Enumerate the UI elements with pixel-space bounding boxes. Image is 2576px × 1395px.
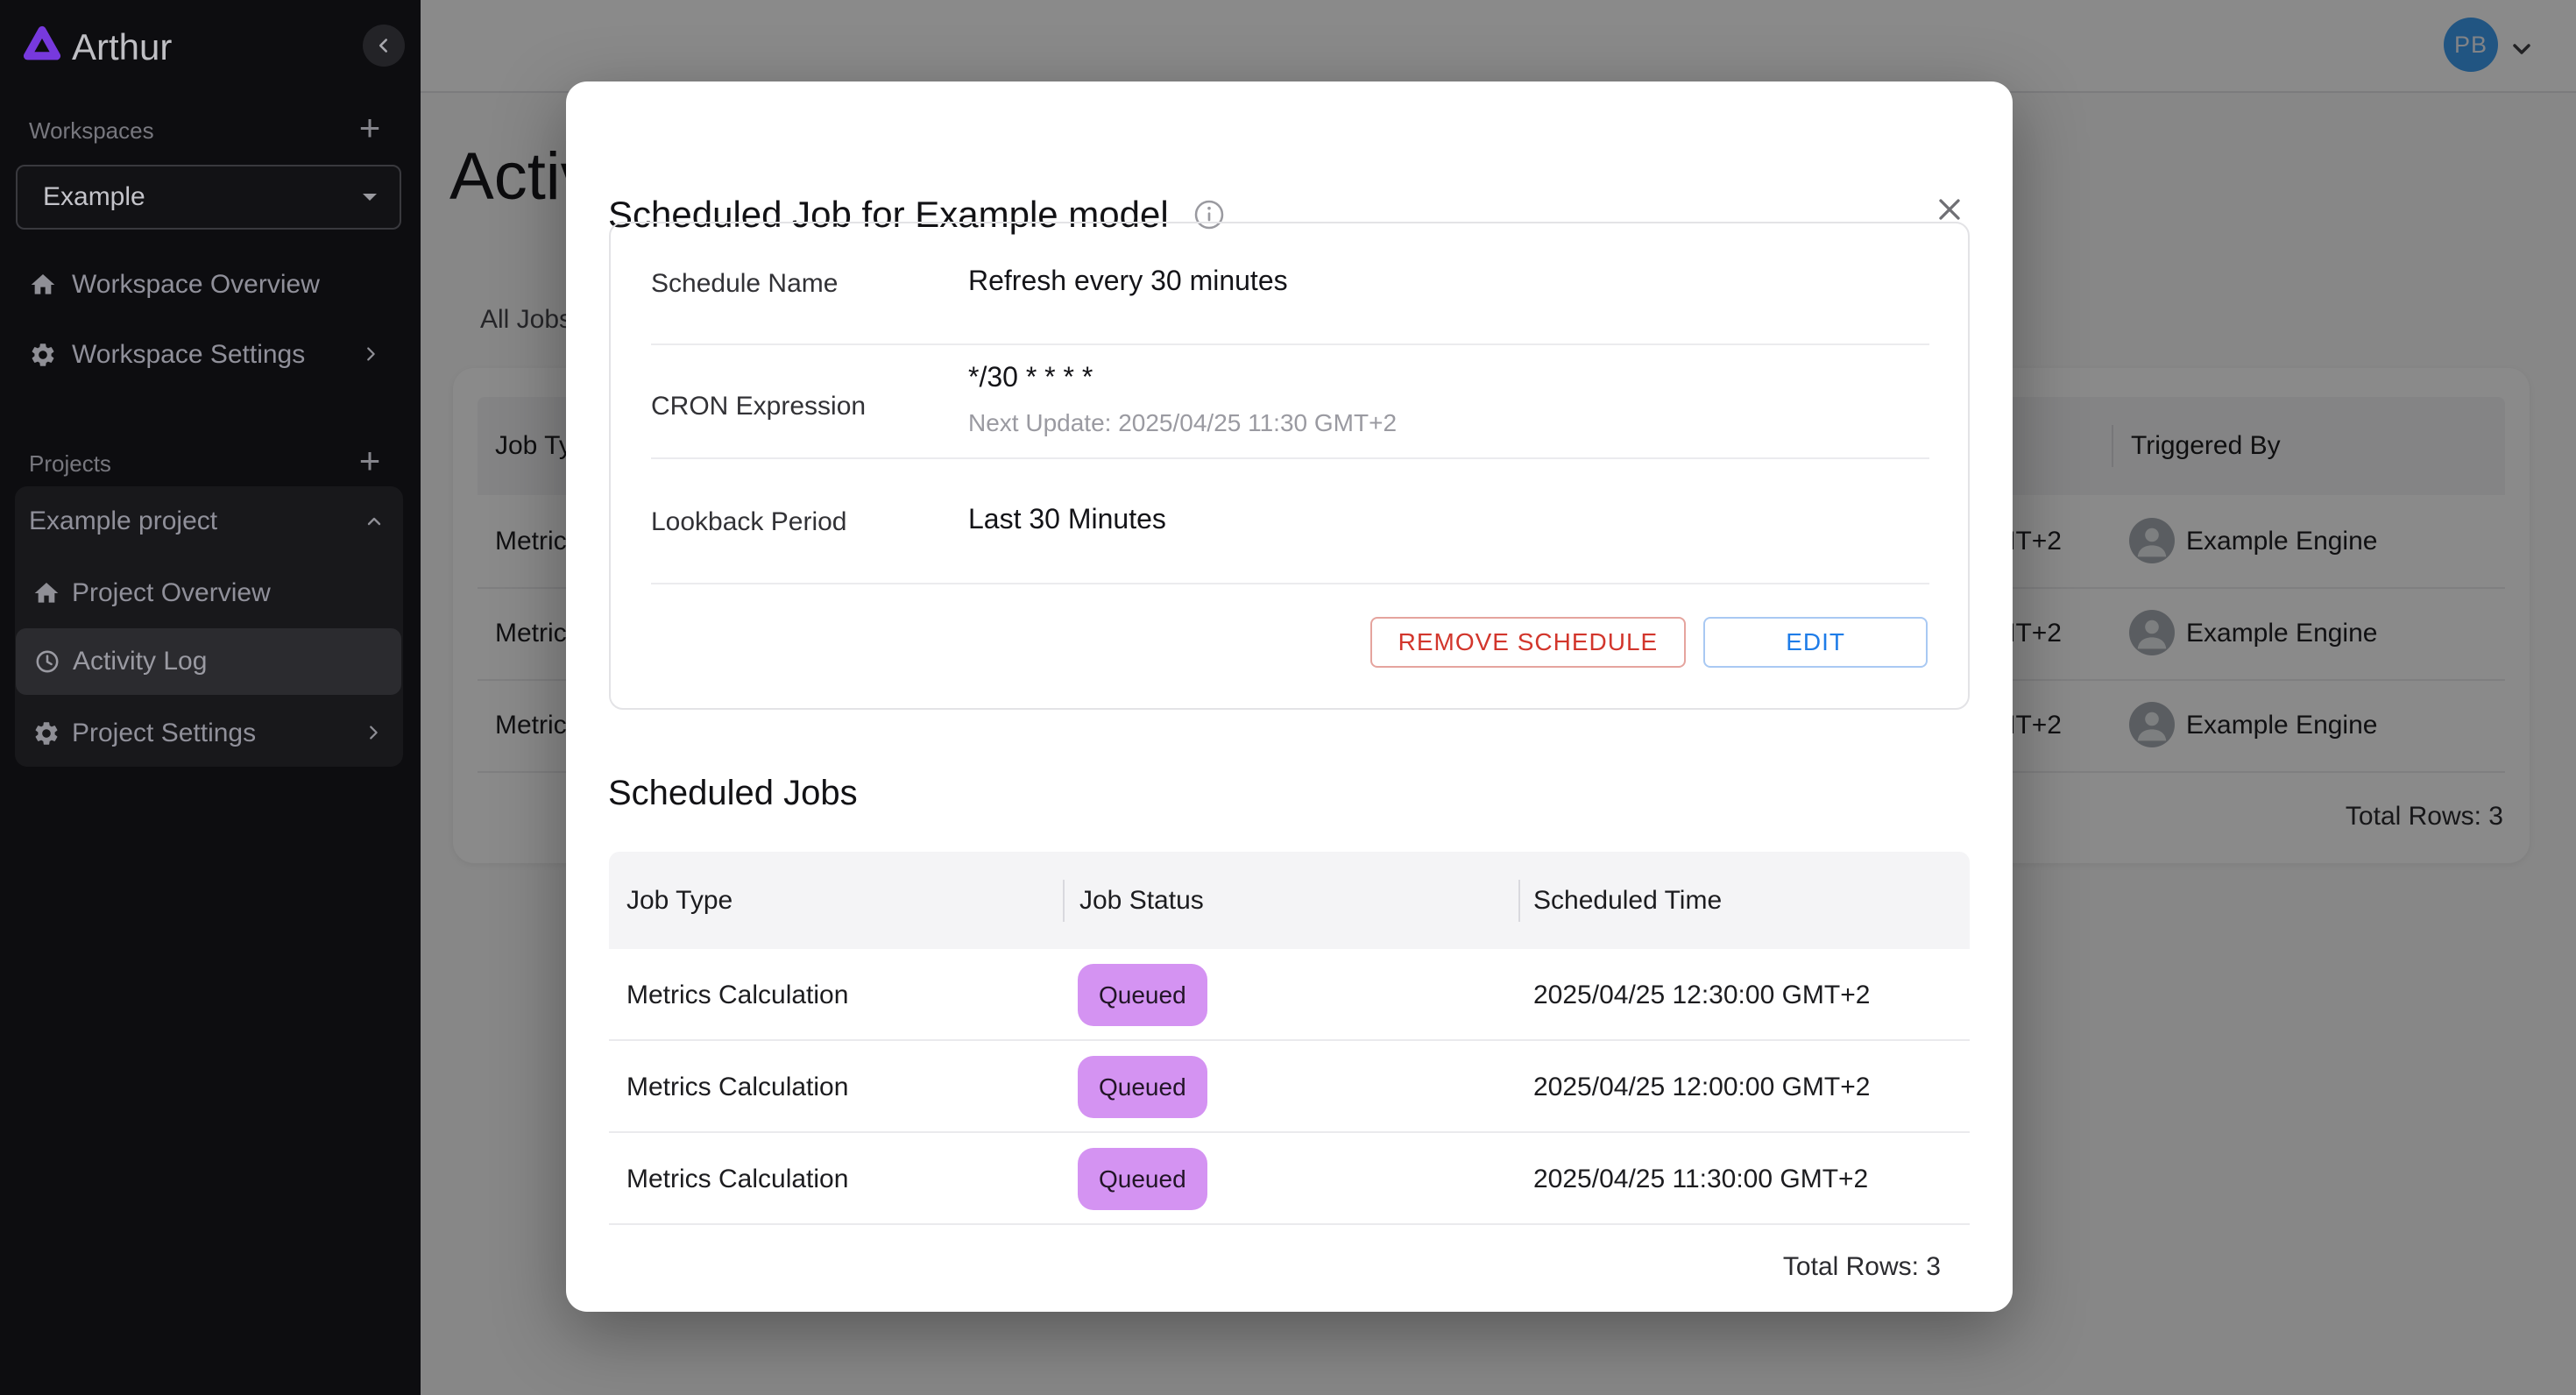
add-project-button[interactable]: + [358, 440, 381, 481]
divider [651, 457, 1929, 459]
total-rows-label: Total Rows: 3 [2345, 801, 2503, 831]
table-row[interactable]: Metrics Calculation Queued 2025/04/25 12… [609, 1041, 1970, 1133]
info-icon[interactable] [1192, 197, 1227, 237]
user-avatar[interactable]: PB [2444, 18, 2498, 72]
scheduled-jobs-table: Job Type Job Status Scheduled Time Metri… [609, 852, 1970, 1225]
chevron-right-icon [361, 344, 380, 368]
projects-section-label: Projects [29, 450, 111, 477]
lookback-period-label: Lookback Period [651, 507, 847, 536]
workspaces-section-label: Workspaces [29, 117, 154, 144]
brand-name: Arthur [72, 26, 173, 67]
cron-expression-label: CRON Expression [651, 392, 867, 421]
sidebar-item-project-settings[interactable]: Project Settings [15, 705, 403, 761]
sidebar-item-label: Workspace Overview [72, 270, 320, 299]
gear-icon [32, 719, 60, 752]
table-row[interactable]: Metrics Calculation Queued 2025/04/25 12… [609, 949, 1970, 1041]
status-badge: Queued [1078, 1148, 1207, 1210]
cell-job-type: Metrics Calculation [626, 1164, 849, 1193]
tab-all-jobs[interactable]: All Jobs [480, 305, 573, 334]
chevron-down-icon [359, 189, 380, 209]
schedule-info-card: Schedule Name Refresh every 30 minutes C… [609, 222, 1970, 710]
divider [651, 343, 1929, 345]
cell-scheduled-time: 2025/04/25 12:00:00 GMT+2 [1533, 1072, 1871, 1101]
home-icon [29, 271, 57, 303]
column-divider [1063, 880, 1065, 922]
table-row[interactable]: Metrics Calculation Queued 2025/04/25 11… [609, 1133, 1970, 1225]
column-divider [1518, 880, 1520, 922]
gear-icon [29, 341, 57, 373]
lookback-period-value: Last 30 Minutes [968, 503, 1166, 535]
divider [651, 583, 1929, 584]
cell-triggered-by: Example Engine [2186, 526, 2378, 556]
modal-actions: REMOVE SCHEDULE EDIT [1369, 617, 1928, 668]
scheduled-jobs-heading: Scheduled Jobs [608, 774, 858, 812]
project-expander[interactable]: Example project [15, 495, 403, 548]
sidebar-item-project-overview[interactable]: Project Overview [15, 565, 403, 621]
workspace-selector-value: Example [43, 182, 145, 211]
sidebar-item-label: Workspace Settings [72, 340, 306, 369]
sidebar-item-workspace-overview[interactable]: Workspace Overview [0, 257, 421, 313]
sidebar-item-label: Project Overview [72, 578, 271, 607]
home-icon [32, 579, 60, 612]
clock-icon [33, 648, 61, 680]
column-divider [2112, 425, 2113, 467]
sidebar-item-label: Project Settings [72, 719, 257, 747]
chevron-right-icon [364, 723, 383, 747]
scheduled-job-modal: Scheduled Job for Example model Schedule… [566, 81, 2013, 1312]
workspace-selector[interactable]: Example [16, 165, 401, 230]
cell-scheduled-time: 2025/04/25 12:30:00 GMT+2 [1533, 980, 1871, 1009]
table-header-row: Job Type Job Status Scheduled Time [609, 852, 1970, 949]
cell-triggered-by: Example Engine [2186, 710, 2378, 740]
person-avatar-icon [2129, 610, 2175, 655]
add-workspace-button[interactable]: + [358, 107, 381, 148]
column-header-triggered-by: Triggered By [2131, 431, 2281, 460]
cell-triggered-by: Example Engine [2186, 618, 2378, 648]
sidebar: Arthur Workspaces + Example Workspace Ov… [0, 0, 421, 1395]
person-avatar-icon [2129, 518, 2175, 563]
cell-scheduled-time: 2025/04/25 11:30:00 GMT+2 [1533, 1164, 1869, 1193]
total-rows-label: Total Rows: 3 [1782, 1252, 1941, 1281]
person-avatar-icon [2129, 702, 2175, 747]
status-badge: Queued [1078, 964, 1207, 1026]
sidebar-item-label: Activity Log [73, 647, 208, 676]
arthur-logo-icon [23, 25, 61, 69]
status-badge: Queued [1078, 1056, 1207, 1118]
schedule-name-value: Refresh every 30 minutes [968, 265, 1288, 296]
project-name: Example project [29, 506, 218, 535]
close-icon[interactable] [1925, 185, 1974, 234]
cron-expression-value: */30 * * * * [968, 361, 1093, 393]
user-menu-chevron-down-icon[interactable] [2508, 35, 2536, 67]
schedule-name-label: Schedule Name [651, 269, 839, 298]
remove-schedule-button[interactable]: REMOVE SCHEDULE [1369, 617, 1687, 668]
column-header-job-status: Job Status [1079, 885, 1204, 915]
column-header-job-type: Job Type [626, 885, 733, 915]
cell-job-type: Metrics Calculation [626, 1072, 849, 1101]
edit-button[interactable]: EDIT [1703, 617, 1928, 668]
modal-title: Scheduled Job for Example model [608, 194, 1169, 235]
cron-next-update: Next Update: 2025/04/25 11:30 GMT+2 [968, 409, 1398, 436]
project-group: Example project Project Overview Activit… [15, 486, 403, 767]
sidebar-collapse-button[interactable] [363, 25, 405, 67]
chevron-up-icon [364, 511, 385, 536]
cell-job-type: Metrics Calculation [626, 980, 849, 1009]
sidebar-item-activity-log[interactable]: Activity Log [16, 628, 401, 695]
sidebar-item-workspace-settings[interactable]: Workspace Settings [0, 327, 421, 383]
column-header-scheduled-time: Scheduled Time [1533, 885, 1723, 915]
